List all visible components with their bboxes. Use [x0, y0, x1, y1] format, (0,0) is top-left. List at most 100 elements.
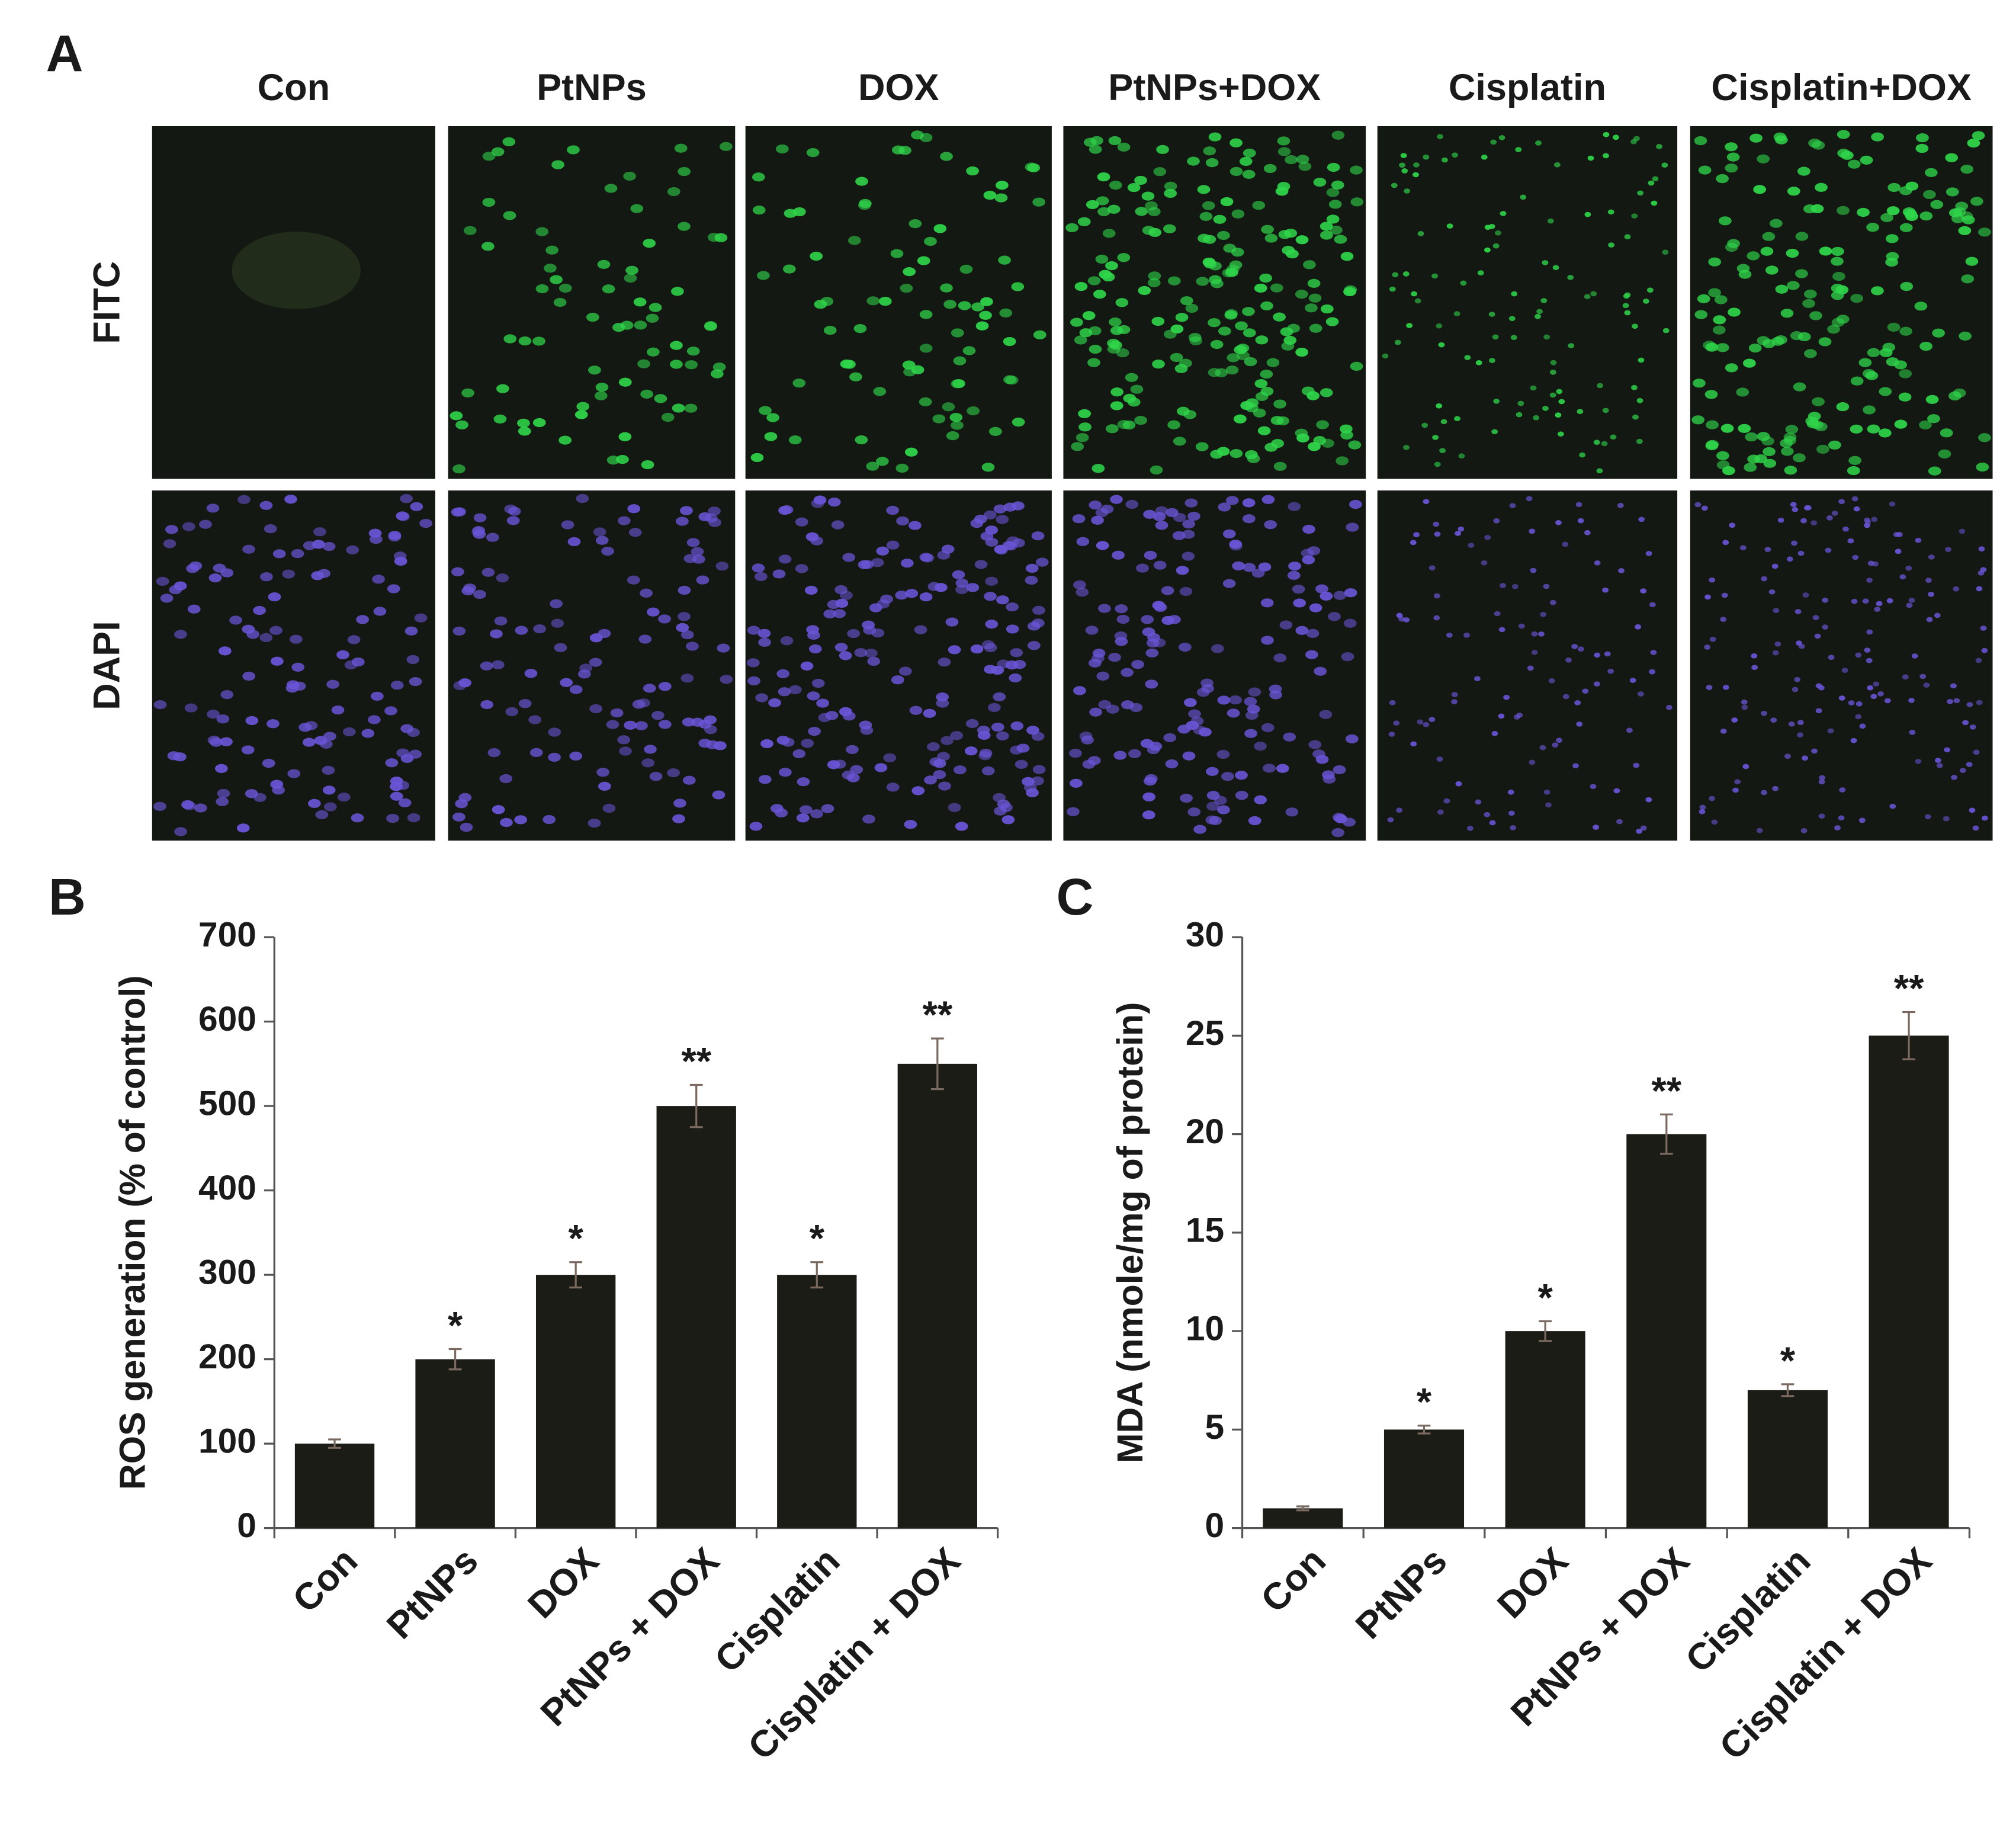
cell	[979, 310, 992, 320]
cell	[236, 823, 250, 833]
cell	[805, 532, 819, 541]
cell	[710, 369, 724, 379]
cell	[1631, 213, 1638, 219]
cell	[1784, 466, 1797, 475]
cell	[1915, 537, 1922, 543]
cell	[955, 822, 968, 831]
cell	[1866, 578, 1873, 583]
cell	[1549, 392, 1556, 398]
cell	[905, 589, 919, 598]
cell	[1816, 444, 1829, 454]
cell	[1188, 333, 1202, 342]
cell	[1277, 136, 1291, 146]
cell	[1125, 499, 1139, 509]
cell	[1096, 671, 1110, 681]
cell	[1834, 825, 1841, 830]
cell	[1862, 598, 1869, 604]
cell	[1769, 219, 1783, 228]
cell	[1475, 799, 1482, 805]
cell	[1926, 617, 1933, 623]
cell	[1934, 758, 1941, 763]
cell	[1184, 498, 1198, 508]
cell	[953, 356, 967, 365]
cell	[1410, 540, 1417, 546]
cell	[1127, 397, 1141, 407]
cell	[1562, 541, 1569, 547]
cell	[502, 137, 516, 146]
cell	[1010, 745, 1023, 755]
cell	[577, 669, 591, 679]
cell	[874, 763, 888, 772]
cell	[871, 558, 884, 567]
cell	[924, 775, 937, 785]
cell	[387, 584, 400, 594]
cell	[1305, 303, 1318, 313]
cell	[1738, 424, 1751, 433]
cell	[1279, 620, 1293, 630]
cell	[1852, 554, 1859, 560]
cell	[1331, 180, 1344, 190]
cell	[1321, 438, 1334, 448]
cell	[1812, 140, 1825, 150]
significance: **	[1651, 1069, 1681, 1112]
cell	[1809, 311, 1822, 320]
cell	[1622, 303, 1629, 309]
cell	[326, 679, 339, 689]
cell	[1575, 502, 1582, 508]
cell	[1725, 163, 1738, 173]
cell	[1492, 243, 1500, 249]
cell	[1320, 388, 1333, 397]
cell	[1477, 270, 1484, 275]
cell	[1292, 585, 1305, 594]
cell	[1535, 140, 1542, 146]
cell	[1981, 815, 1988, 821]
significance: *	[1780, 1339, 1796, 1382]
cell	[1411, 291, 1417, 297]
cell	[517, 418, 530, 428]
cell	[991, 722, 1004, 732]
cell	[1831, 318, 1845, 327]
cell	[409, 676, 422, 687]
cell	[678, 612, 691, 621]
cell	[1391, 182, 1398, 188]
cell	[1887, 322, 1901, 332]
cell	[1490, 139, 1497, 145]
cell	[1413, 172, 1419, 178]
cell	[1349, 499, 1362, 509]
cell	[1156, 145, 1169, 155]
cell	[1950, 683, 1957, 689]
cell	[1131, 660, 1144, 669]
cell	[1213, 214, 1227, 224]
cell	[984, 510, 997, 519]
y-tick-label: 700	[198, 916, 256, 954]
cell	[1976, 462, 1989, 472]
cell	[903, 367, 916, 377]
cell	[951, 421, 964, 430]
cell	[1176, 566, 1189, 575]
cell	[1031, 531, 1045, 541]
cell	[1109, 341, 1122, 350]
cell	[163, 539, 176, 549]
cell	[1645, 551, 1652, 556]
cell	[1145, 679, 1158, 689]
cell	[1210, 339, 1224, 349]
cell	[859, 198, 872, 209]
cell	[883, 753, 897, 762]
cell	[1263, 163, 1277, 174]
cell	[317, 569, 330, 578]
cell	[876, 546, 890, 556]
cell	[1261, 495, 1275, 504]
cell	[940, 736, 954, 745]
cell	[1914, 302, 1928, 311]
cell	[1199, 211, 1213, 222]
cell	[1434, 461, 1441, 467]
cell	[977, 730, 991, 740]
cell	[1721, 592, 1728, 598]
cell	[1729, 522, 1736, 528]
cell	[1330, 225, 1343, 235]
cell	[1078, 409, 1091, 418]
cell	[1924, 814, 1931, 820]
cell	[667, 768, 680, 778]
cell	[322, 765, 335, 775]
cell	[1097, 207, 1110, 216]
